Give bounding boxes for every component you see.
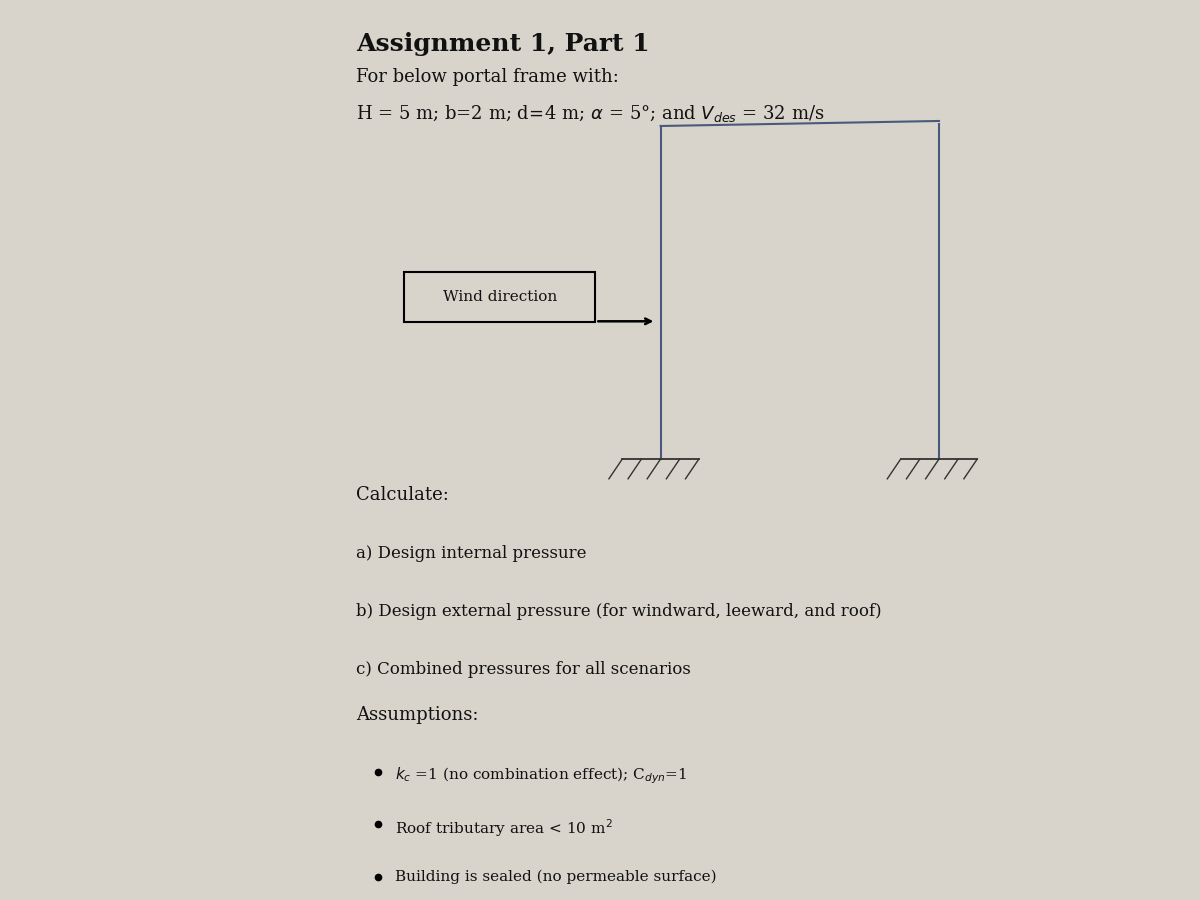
Text: c) Combined pressures for all scenarios: c) Combined pressures for all scenarios (356, 662, 691, 679)
Text: $k_c$ =1 (no combination effect); C$_{dyn}$=1: $k_c$ =1 (no combination effect); C$_{dy… (395, 765, 688, 786)
Text: Roof tributary area < 10 m$^2$: Roof tributary area < 10 m$^2$ (395, 817, 613, 839)
Text: Calculate:: Calculate: (356, 486, 449, 504)
Text: Building is sealed (no permeable surface): Building is sealed (no permeable surface… (395, 869, 716, 884)
Text: For below portal frame with:: For below portal frame with: (356, 68, 619, 86)
Text: Assumptions:: Assumptions: (356, 706, 479, 724)
FancyBboxPatch shape (404, 272, 595, 321)
Text: a) Design internal pressure: a) Design internal pressure (356, 544, 587, 562)
Text: H = 5 m; b=2 m; d$\!=\!$4 m; $\alpha$ = 5°; and $V_{\mathit{des}}$ = 32 m/s: H = 5 m; b=2 m; d$\!=\!$4 m; $\alpha$ = … (356, 104, 824, 124)
Text: Assignment 1, Part 1: Assignment 1, Part 1 (356, 32, 649, 56)
Text: b) Design external pressure (for windward, leeward, and roof): b) Design external pressure (for windwar… (356, 603, 882, 620)
Text: Wind direction: Wind direction (443, 290, 557, 304)
